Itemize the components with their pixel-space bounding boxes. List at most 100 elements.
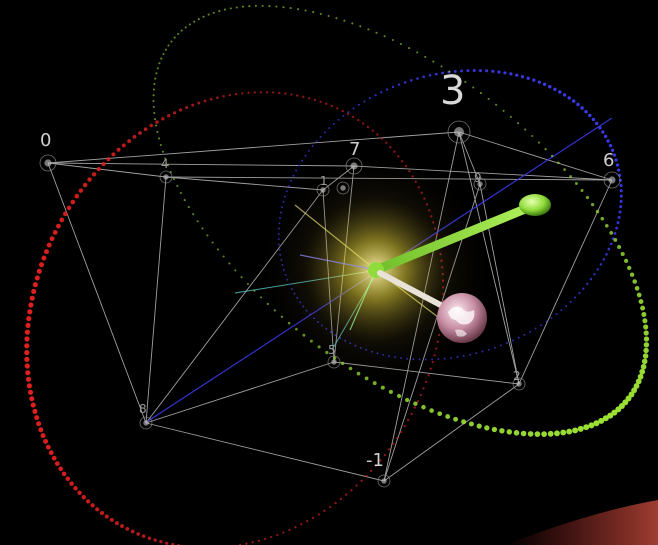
orbit-dot xyxy=(603,134,608,139)
green-ball xyxy=(519,194,551,216)
orbit-dot xyxy=(495,103,498,106)
orbit-dot xyxy=(167,114,171,118)
orbit-dot xyxy=(531,134,534,138)
orbit-dot xyxy=(295,169,298,172)
orbit-dot xyxy=(413,401,418,406)
label-2: 2 xyxy=(513,369,521,383)
orbit-dot xyxy=(157,137,161,140)
orbit-dot xyxy=(617,168,621,172)
orbit-dot xyxy=(363,100,366,103)
orbit-dot xyxy=(343,19,346,22)
orbit-dot xyxy=(351,22,354,25)
orbit-dot xyxy=(641,358,648,365)
orbit-dot xyxy=(396,436,399,440)
orbit-dot xyxy=(183,199,186,202)
orbit-dot xyxy=(257,539,260,542)
orbit-dot xyxy=(623,258,629,264)
orbit-dot xyxy=(164,48,167,51)
orbit-dot xyxy=(537,80,541,84)
orbit-dot xyxy=(627,265,632,271)
orbit-dot xyxy=(616,221,620,225)
orbit-dot xyxy=(542,82,547,86)
orbit-dot xyxy=(247,91,250,94)
orbit-dot xyxy=(595,209,600,214)
orbit-dot xyxy=(44,249,49,255)
node-core xyxy=(340,185,346,191)
orbit-dot xyxy=(376,133,379,136)
orbit-dot xyxy=(408,47,411,50)
orbit-dot xyxy=(509,115,512,118)
orbit-dot xyxy=(487,348,490,351)
orbit-dot xyxy=(56,223,61,229)
orbit-dot xyxy=(389,146,392,149)
orbit-dot xyxy=(165,541,169,545)
orbit-dot xyxy=(380,137,384,140)
orbit-dot xyxy=(635,378,642,385)
orbit-dot xyxy=(350,489,353,492)
orbit-dot xyxy=(639,368,646,375)
orbit-dot xyxy=(297,8,300,11)
orbit-dot xyxy=(502,109,505,112)
orbit-dot xyxy=(460,69,464,73)
orbit-dot xyxy=(600,216,605,221)
orbit-dot xyxy=(511,339,514,342)
orbit-dot xyxy=(405,397,410,403)
orbit-dot xyxy=(58,466,64,472)
orbit-dot xyxy=(503,71,507,75)
orbit-dot xyxy=(130,529,135,534)
orbit-dot xyxy=(270,535,273,539)
orbit-dot xyxy=(608,143,613,148)
orbit-dot xyxy=(323,509,326,512)
orbit-dot xyxy=(472,69,476,72)
orbit-dot xyxy=(619,189,623,193)
orbit-dot xyxy=(383,453,386,457)
orbit-dot xyxy=(387,448,391,451)
orbit-dot xyxy=(453,69,457,73)
orbit-dot xyxy=(392,442,395,445)
orbit-dot xyxy=(506,429,513,435)
orbit-dot xyxy=(636,292,642,298)
orbit-dot xyxy=(379,459,382,462)
node-marker xyxy=(447,120,471,144)
orbit-dot xyxy=(560,309,563,312)
orbit-dot xyxy=(34,275,40,281)
orbit-dot xyxy=(434,72,438,76)
orbit-dot xyxy=(26,383,32,389)
node-core xyxy=(350,162,358,170)
orbit-dot xyxy=(96,166,101,172)
orbit-dot xyxy=(307,97,311,100)
node-marker xyxy=(139,416,153,430)
orbit-dot xyxy=(631,387,638,394)
orbit-dot xyxy=(34,415,40,421)
orbit-dot xyxy=(203,99,207,103)
orbit-dot xyxy=(284,92,287,95)
orbit-dot xyxy=(43,438,49,444)
orbit-dot xyxy=(513,430,520,436)
orbit-dot xyxy=(572,99,576,103)
orbit-dot xyxy=(197,18,200,21)
orbit-dot xyxy=(38,262,45,268)
node-core xyxy=(477,181,483,187)
orbit-dot xyxy=(491,426,498,433)
orbit-dot xyxy=(628,391,635,398)
orbit-dot xyxy=(640,305,646,311)
orbit-dot xyxy=(152,105,155,109)
orbit-dot xyxy=(345,493,348,496)
orbit-dot xyxy=(615,226,618,230)
orbit-dot xyxy=(617,245,622,249)
orbit-dot xyxy=(176,184,179,188)
orbit-dot xyxy=(141,534,146,538)
orbit-dot xyxy=(619,194,623,198)
orbit-dot xyxy=(253,91,256,94)
orbit-dot xyxy=(52,229,58,235)
orbit-dot xyxy=(643,342,650,348)
node-core xyxy=(381,478,387,484)
orbit-dot xyxy=(499,344,502,347)
orbit-dot xyxy=(633,383,640,389)
orbit-dot xyxy=(166,164,169,167)
orbit-dot xyxy=(235,6,238,9)
orbit-dot xyxy=(206,234,209,237)
node-marker xyxy=(377,474,391,488)
wire-edge xyxy=(458,131,613,181)
orbit-dot xyxy=(29,396,35,402)
